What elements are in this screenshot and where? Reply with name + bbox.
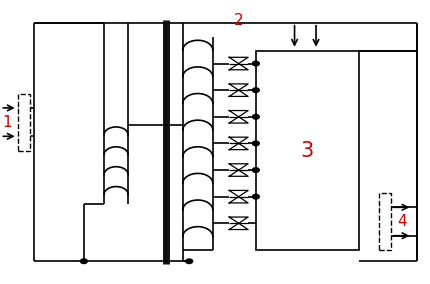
Text: 1: 1 <box>2 115 12 130</box>
Bar <box>18 94 30 151</box>
Circle shape <box>252 114 259 119</box>
Bar <box>379 193 391 250</box>
Bar <box>256 51 359 250</box>
Circle shape <box>252 88 259 93</box>
Circle shape <box>252 61 259 66</box>
Circle shape <box>80 259 87 264</box>
Circle shape <box>252 168 259 172</box>
Text: 2: 2 <box>234 13 243 28</box>
Circle shape <box>186 259 193 264</box>
Text: 3: 3 <box>301 141 314 160</box>
Circle shape <box>252 141 259 146</box>
Circle shape <box>252 195 259 199</box>
Text: 4: 4 <box>397 214 406 229</box>
